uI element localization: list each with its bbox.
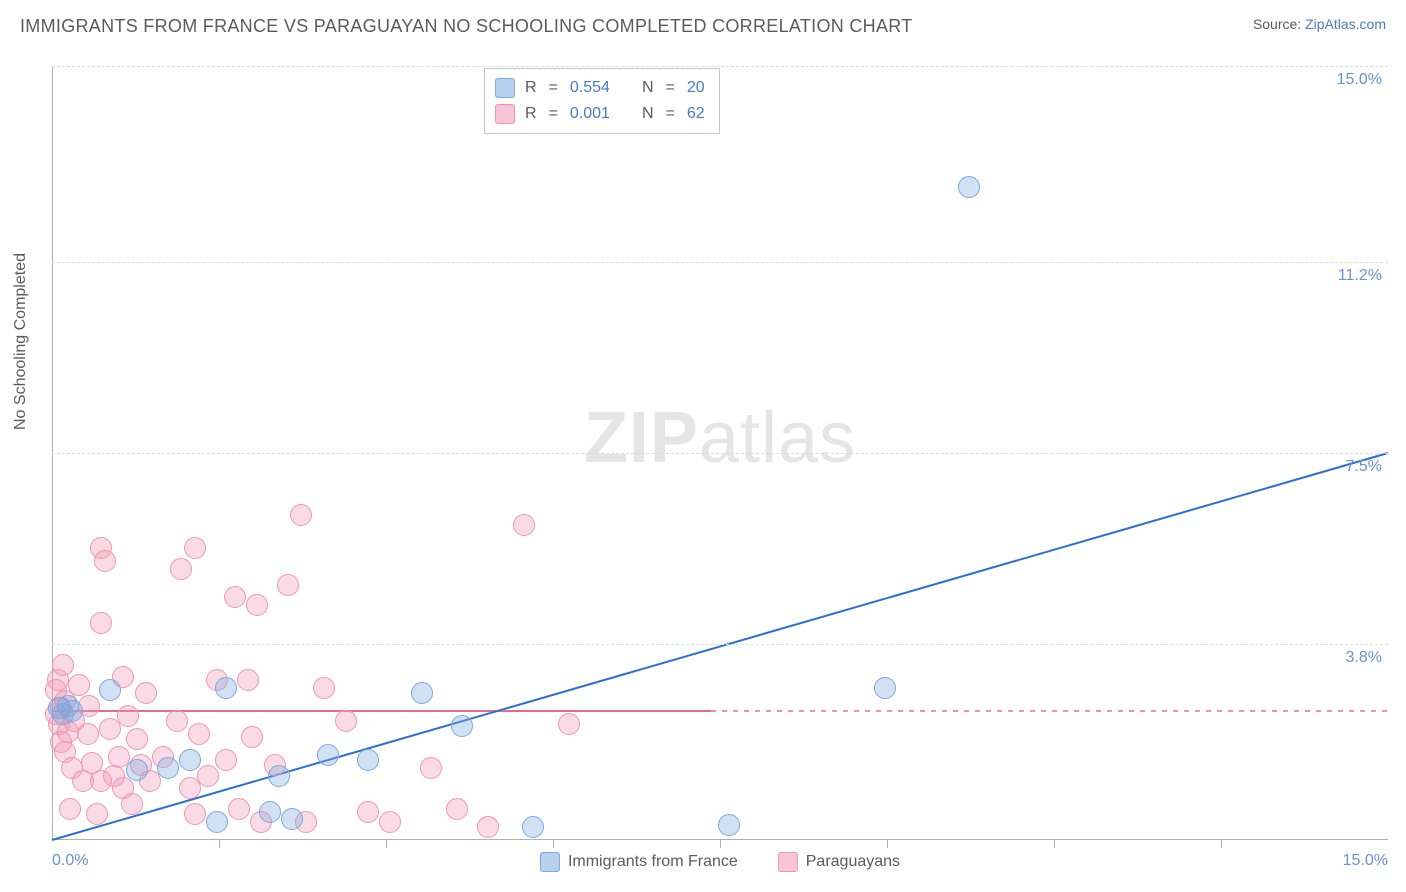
- swatch-blue-icon: [540, 852, 560, 872]
- point-france: [99, 679, 121, 701]
- point-france: [157, 757, 179, 779]
- point-france: [522, 816, 544, 838]
- swatch-pink-icon: [778, 852, 798, 872]
- point-paraguay: [228, 798, 250, 820]
- gridline: [52, 262, 1388, 263]
- point-france: [357, 749, 379, 771]
- point-france: [179, 749, 201, 771]
- point-paraguay: [117, 705, 139, 727]
- point-paraguay: [277, 574, 299, 596]
- point-france: [215, 677, 237, 699]
- point-paraguay: [477, 816, 499, 838]
- plot-area: ZIPatlas R= 0.554 N= 20 R= 0.001 N= 62 I…: [52, 66, 1388, 840]
- legend-series: Immigrants from France Paraguayans: [540, 852, 900, 872]
- point-paraguay: [59, 798, 81, 820]
- x-tick: [219, 840, 220, 848]
- point-france: [281, 808, 303, 830]
- point-paraguay: [188, 723, 210, 745]
- legend-stats-row-france: R= 0.554 N= 20: [495, 75, 705, 101]
- legend-item-label: Immigrants from France: [568, 853, 738, 871]
- point-paraguay: [224, 586, 246, 608]
- legend-stats: R= 0.554 N= 20 R= 0.001 N= 62: [484, 68, 720, 134]
- point-paraguay: [420, 757, 442, 779]
- chart-title: IMMIGRANTS FROM FRANCE VS PARAGUAYAN NO …: [20, 16, 913, 37]
- point-france: [451, 715, 473, 737]
- point-paraguay: [77, 723, 99, 745]
- point-france: [718, 814, 740, 836]
- point-paraguay: [90, 537, 112, 559]
- x-min-label: 0.0%: [52, 852, 88, 870]
- point-france: [874, 677, 896, 699]
- legend-item-paraguay: Paraguayans: [778, 852, 900, 872]
- point-france: [958, 176, 980, 198]
- point-paraguay: [121, 793, 143, 815]
- y-tick-label: 3.8%: [1346, 649, 1382, 667]
- swatch-pink-icon: [495, 104, 515, 124]
- point-france: [411, 682, 433, 704]
- x-tick: [1221, 840, 1222, 848]
- point-paraguay: [170, 558, 192, 580]
- point-paraguay: [184, 803, 206, 825]
- legend-item-label: Paraguayans: [806, 853, 900, 871]
- gridline: [52, 453, 1388, 454]
- x-tick: [720, 840, 721, 848]
- point-france: [317, 744, 339, 766]
- point-paraguay: [379, 811, 401, 833]
- x-tick: [1054, 840, 1055, 848]
- point-paraguay: [290, 504, 312, 526]
- source-link[interactable]: ZipAtlas.com: [1305, 16, 1386, 32]
- y-axis-label: No Schooling Completed: [12, 253, 30, 430]
- point-france: [57, 695, 79, 717]
- point-paraguay: [184, 537, 206, 559]
- y-tick-label: 7.5%: [1346, 458, 1382, 476]
- point-paraguay: [357, 801, 379, 823]
- x-tick: [386, 840, 387, 848]
- legend-item-france: Immigrants from France: [540, 852, 738, 872]
- point-paraguay: [313, 677, 335, 699]
- y-tick-label: 11.2%: [1338, 267, 1382, 285]
- source-label: Source: ZipAtlas.com: [1253, 16, 1386, 32]
- point-paraguay: [246, 594, 268, 616]
- point-paraguay: [237, 669, 259, 691]
- point-paraguay: [68, 674, 90, 696]
- gridline: [52, 644, 1388, 645]
- point-paraguay: [86, 803, 108, 825]
- point-france: [126, 759, 148, 781]
- point-paraguay: [197, 765, 219, 787]
- watermark: ZIPatlas: [584, 397, 856, 479]
- point-paraguay: [446, 798, 468, 820]
- point-france: [206, 811, 228, 833]
- y-tick-label: 15.0%: [1337, 71, 1382, 89]
- gridline: [52, 66, 1388, 67]
- point-france: [259, 801, 281, 823]
- x-max-label: 15.0%: [1343, 852, 1388, 870]
- point-paraguay: [135, 682, 157, 704]
- x-tick: [553, 840, 554, 848]
- point-paraguay: [90, 612, 112, 634]
- point-paraguay: [52, 654, 74, 676]
- point-paraguay: [558, 713, 580, 735]
- point-paraguay: [126, 728, 148, 750]
- point-paraguay: [215, 749, 237, 771]
- x-tick: [887, 840, 888, 848]
- legend-stats-row-paraguay: R= 0.001 N= 62: [495, 101, 705, 127]
- point-paraguay: [513, 514, 535, 536]
- swatch-blue-icon: [495, 78, 515, 98]
- point-paraguay: [166, 710, 188, 732]
- point-france: [268, 765, 290, 787]
- point-paraguay: [241, 726, 263, 748]
- point-paraguay: [335, 710, 357, 732]
